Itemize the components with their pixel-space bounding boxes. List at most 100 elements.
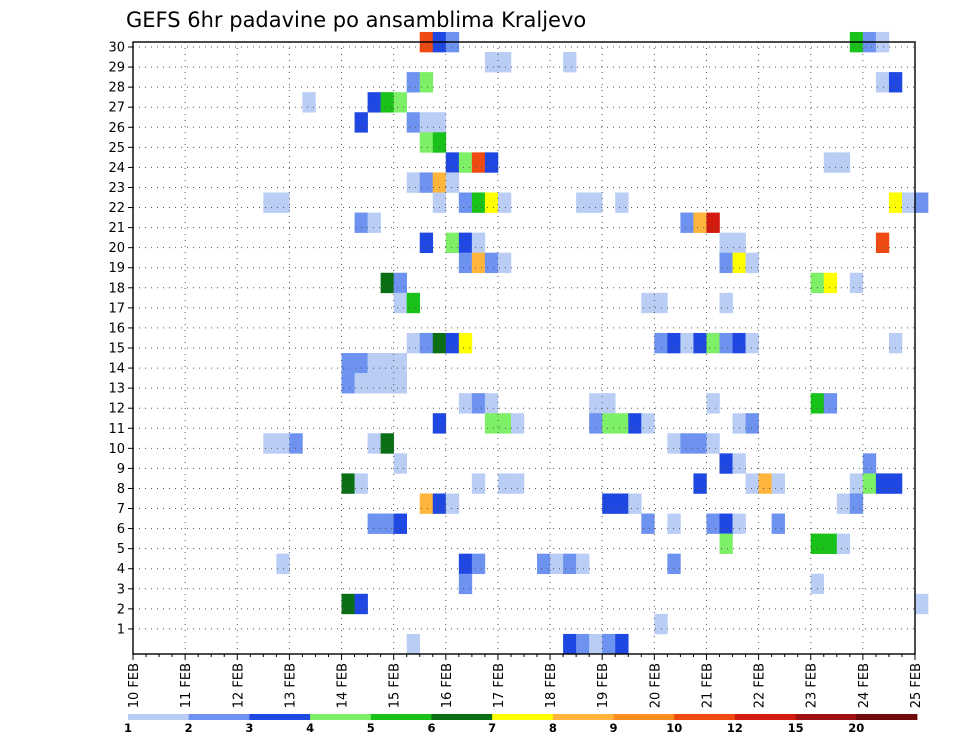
heatmap-cell bbox=[419, 172, 434, 193]
heatmap-cell bbox=[823, 272, 838, 294]
y-tick-label: 8 bbox=[117, 482, 125, 497]
heatmap-cell bbox=[680, 332, 694, 354]
heatmap-cell bbox=[432, 332, 447, 354]
heatmap-cell bbox=[602, 413, 616, 434]
heatmap-cell bbox=[875, 72, 890, 93]
heatmap-cell bbox=[432, 413, 447, 434]
heatmap-cell bbox=[667, 332, 681, 354]
heatmap-cell bbox=[654, 613, 668, 635]
heatmap-cell bbox=[615, 192, 629, 213]
heatmap-cell bbox=[719, 533, 733, 554]
heatmap-cell bbox=[393, 272, 407, 294]
heatmap-cell bbox=[341, 473, 355, 494]
heatmap-cell bbox=[458, 232, 473, 253]
heatmap-cell bbox=[615, 633, 629, 655]
heatmap-cell bbox=[445, 152, 460, 173]
colorbar-label: 1 bbox=[124, 721, 132, 735]
heatmap-cell bbox=[367, 513, 381, 534]
colorbar-label: 15 bbox=[788, 721, 804, 735]
heatmap-cell bbox=[706, 212, 720, 233]
colorbar-label: 6 bbox=[427, 721, 435, 735]
heatmap-cell bbox=[432, 172, 447, 193]
y-tick-label: 25 bbox=[108, 141, 125, 156]
heatmap-cell bbox=[693, 212, 707, 233]
heatmap-cell bbox=[302, 92, 316, 113]
y-tick-label: 15 bbox=[108, 342, 125, 357]
heatmap-cell bbox=[745, 473, 759, 494]
heatmap-cell bbox=[732, 232, 746, 253]
heatmap-cell bbox=[432, 132, 447, 153]
x-tick-label: 17 FEB bbox=[492, 663, 507, 708]
x-tick-label: 20 FEB bbox=[648, 663, 663, 708]
x-tick-label: 19 FEB bbox=[596, 663, 611, 708]
heatmap-cell bbox=[432, 192, 447, 213]
heatmap-cell bbox=[406, 332, 421, 354]
heatmap-cell bbox=[276, 433, 290, 454]
heatmap-cell bbox=[615, 413, 629, 434]
y-tick-label: 27 bbox=[108, 101, 125, 116]
y-tick-label: 4 bbox=[117, 562, 125, 577]
heatmap-cell bbox=[484, 413, 499, 434]
heatmap-cell bbox=[706, 332, 720, 354]
x-tick-label: 14 FEB bbox=[336, 663, 351, 708]
heatmap-cell bbox=[836, 533, 851, 554]
heatmap-cell bbox=[888, 473, 903, 494]
colorbar-label: 20 bbox=[848, 721, 864, 735]
colorbar-legend: 1 2 3 4 5 6 7 8 9 10 12 15 20 bbox=[124, 714, 918, 735]
colorbar-segment bbox=[856, 714, 918, 720]
colorbar-segment bbox=[492, 714, 554, 720]
heatmap-cell bbox=[706, 433, 720, 454]
heatmap-cell bbox=[497, 473, 512, 494]
heatmap-cell bbox=[849, 493, 864, 514]
heatmap-cell bbox=[354, 353, 368, 374]
y-tick-label: 26 bbox=[108, 121, 125, 136]
colorbar-segment bbox=[431, 714, 493, 720]
heatmap-cell bbox=[393, 513, 407, 534]
heatmap-cell bbox=[732, 332, 746, 354]
colorbar-label: 4 bbox=[306, 721, 314, 735]
y-tick-label: 29 bbox=[108, 61, 125, 76]
heatmap-cell bbox=[445, 332, 460, 354]
heatmap-cell bbox=[419, 72, 434, 93]
heatmap-cell bbox=[732, 513, 746, 534]
heatmap-cell bbox=[445, 493, 460, 514]
y-tick-label: 3 bbox=[117, 582, 125, 597]
heatmap-cell bbox=[510, 413, 525, 434]
y-tick-label: 5 bbox=[117, 542, 125, 557]
heatmap-cell bbox=[367, 212, 381, 233]
heatmap-cell bbox=[745, 252, 759, 274]
heatmap-cell bbox=[888, 72, 903, 93]
heatmap-cell bbox=[706, 393, 720, 414]
heatmap-cell bbox=[901, 192, 916, 213]
heatmap-cell bbox=[589, 633, 603, 655]
gridlines bbox=[133, 42, 915, 654]
heatmap-cell bbox=[745, 332, 759, 354]
heatmap-cell bbox=[719, 252, 733, 274]
x-tick-label: 18 FEB bbox=[544, 663, 559, 708]
chart-title: GEFS 6hr padavine po ansamblima Kraljevo bbox=[126, 8, 586, 32]
heatmap-cell bbox=[810, 573, 825, 595]
heatmap-cell bbox=[406, 72, 421, 93]
heatmap-cell bbox=[289, 433, 303, 454]
heatmap-cell bbox=[875, 232, 890, 253]
colorbar-segment bbox=[552, 714, 614, 720]
heatmap-cell bbox=[276, 192, 290, 213]
heatmap-cell bbox=[393, 92, 407, 113]
heatmap-cell bbox=[576, 192, 590, 213]
y-tick-label: 17 bbox=[108, 301, 125, 316]
heatmap-cell bbox=[915, 593, 929, 615]
colorbar-segment bbox=[128, 714, 190, 720]
heatmap-cell bbox=[471, 152, 486, 173]
heatmap-cell bbox=[862, 453, 877, 474]
heatmap-cell bbox=[471, 192, 486, 213]
y-tick-label: 12 bbox=[108, 402, 125, 417]
heatmap-cell bbox=[810, 533, 825, 554]
heatmap-cell bbox=[771, 513, 785, 534]
heatmap-cell bbox=[484, 152, 499, 173]
heatmap-cell bbox=[758, 473, 772, 494]
heatmap-cell bbox=[484, 393, 499, 414]
colorbar-segment bbox=[310, 714, 372, 720]
heatmap-cell bbox=[719, 453, 733, 474]
colorbar-label: 9 bbox=[610, 721, 618, 735]
heatmap-cell bbox=[484, 192, 499, 213]
